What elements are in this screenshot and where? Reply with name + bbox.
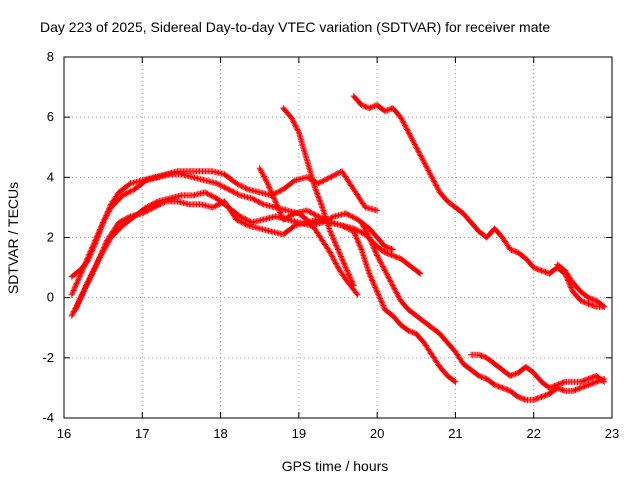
series-markers bbox=[554, 261, 608, 310]
series-arc-8 bbox=[358, 219, 608, 403]
series-markers bbox=[468, 351, 608, 391]
x-tick-label: 18 bbox=[213, 426, 227, 441]
series-markers bbox=[350, 93, 608, 310]
data-points bbox=[68, 93, 608, 403]
series-arc-7 bbox=[350, 93, 608, 310]
y-axis-title: SDTVAR / TECUs bbox=[5, 182, 21, 294]
series-arc-6 bbox=[280, 105, 357, 289]
x-tick-label: 17 bbox=[135, 426, 149, 441]
x-tick-label: 22 bbox=[526, 426, 540, 441]
series-markers bbox=[358, 219, 608, 403]
x-tick-label: 19 bbox=[292, 426, 306, 441]
y-tick-label: -4 bbox=[42, 410, 54, 425]
y-tick-label: -2 bbox=[42, 350, 54, 365]
series-markers bbox=[256, 165, 459, 385]
plot-frame bbox=[63, 56, 613, 419]
axis-ticks: 16 17 18 19 20 21 22 23 -4 -2 0 2 4 6 8 bbox=[42, 49, 619, 441]
x-tick-label: 16 bbox=[57, 426, 71, 441]
x-axis-title: GPS time / hours bbox=[282, 458, 389, 474]
y-tick-label: 4 bbox=[47, 169, 54, 184]
series-arc-5 bbox=[256, 165, 459, 385]
x-tick-label: 21 bbox=[448, 426, 462, 441]
chart-title: Day 223 of 2025, Sidereal Day-to-day VTE… bbox=[40, 19, 550, 35]
y-tick-label: 2 bbox=[47, 230, 54, 245]
y-tick-label: 0 bbox=[47, 290, 54, 305]
grid bbox=[64, 57, 612, 418]
x-tick-label: 20 bbox=[370, 426, 384, 441]
series-arc-10 bbox=[554, 261, 608, 310]
series-arc-9 bbox=[468, 351, 608, 391]
series-markers bbox=[280, 105, 357, 289]
y-tick-label: 8 bbox=[47, 49, 54, 64]
x-tick-label: 23 bbox=[605, 426, 619, 441]
y-tick-label: 6 bbox=[47, 109, 54, 124]
